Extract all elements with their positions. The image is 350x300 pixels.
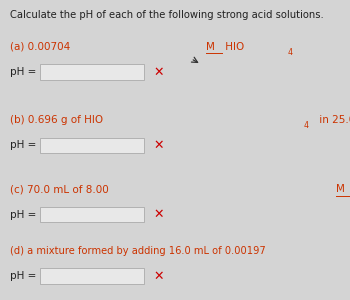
Text: M: M [206,41,215,52]
Text: Calculate the pH of each of the following strong acid solutions.: Calculate the pH of each of the followin… [10,10,324,20]
Text: 4: 4 [303,122,308,130]
Text: M: M [336,184,345,194]
Text: (b) 0.696 g of HIO: (b) 0.696 g of HIO [10,115,104,125]
FancyBboxPatch shape [40,268,144,284]
Text: (a) 0.00704: (a) 0.00704 [10,41,74,52]
FancyBboxPatch shape [40,207,144,222]
Text: HIO: HIO [222,41,244,52]
Text: pH =: pH = [10,209,37,220]
Text: pH =: pH = [10,271,37,281]
Text: ✕: ✕ [153,208,164,221]
Text: pH =: pH = [10,67,37,77]
Text: ✕: ✕ [153,269,164,283]
Text: pH =: pH = [10,140,37,151]
FancyBboxPatch shape [40,64,144,80]
Text: ✕: ✕ [153,65,164,79]
Text: in 25.0 L of solution: in 25.0 L of solution [316,115,350,125]
Text: (d) a mixture formed by adding 16.0 mL of 0.00197: (d) a mixture formed by adding 16.0 mL o… [10,245,269,256]
FancyBboxPatch shape [40,138,144,153]
Text: 4: 4 [287,48,292,57]
Text: (c) 70.0 mL of 8.00: (c) 70.0 mL of 8.00 [10,184,112,194]
Text: ✕: ✕ [153,139,164,152]
